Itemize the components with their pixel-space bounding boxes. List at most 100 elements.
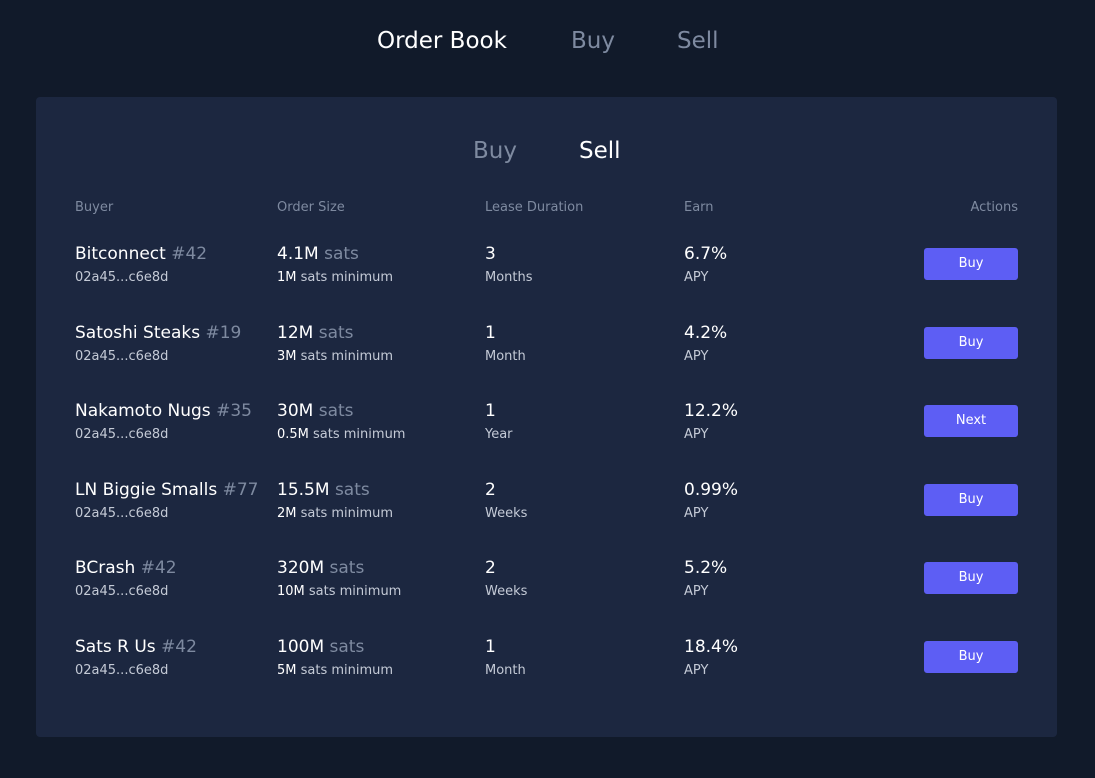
order-size-cell: 15.5M sats 2M sats minimum xyxy=(277,479,393,523)
earn-label: APY xyxy=(684,349,709,364)
order-size-cell: 4.1M sats 1M sats minimum xyxy=(277,243,393,287)
column-header-actions: Actions xyxy=(970,200,1019,215)
buyer-number: #77 xyxy=(222,480,259,500)
earn-rate: 18.4% xyxy=(684,637,739,657)
earn-rate: 6.7% xyxy=(684,244,728,264)
buyer-name: Satoshi Steaks xyxy=(75,323,201,343)
duration-unit: Month xyxy=(485,663,526,678)
minimum-amount: 1M xyxy=(277,270,297,285)
minimum-label: sats minimum xyxy=(300,506,394,521)
duration-value: 3 xyxy=(485,244,496,264)
minimum-label: sats minimum xyxy=(300,663,394,678)
next-button[interactable]: Next xyxy=(924,405,1018,437)
top-navigation: Order Book Buy Sell xyxy=(0,0,1095,84)
order-size-unit: sats xyxy=(318,323,354,343)
order-book-panel: Buy Sell Buyer Order Size Lease Duration… xyxy=(36,97,1057,737)
table-row: Nakamoto Nugs #35 02a45...c6e8d 30M sats… xyxy=(36,400,1057,460)
order-size-value: 15.5M xyxy=(277,480,330,500)
column-header-order-size: Order Size xyxy=(277,200,345,215)
duration-value: 2 xyxy=(485,480,496,500)
buy-button[interactable]: Buy xyxy=(924,327,1018,359)
order-size-value: 12M xyxy=(277,323,314,343)
duration-unit: Year xyxy=(485,427,513,442)
minimum-amount: 10M xyxy=(277,584,305,599)
duration-value: 2 xyxy=(485,558,496,578)
lease-duration-cell: 3 Months xyxy=(485,243,533,287)
earn-rate: 4.2% xyxy=(684,323,728,343)
tab-buy[interactable]: Buy xyxy=(571,28,615,54)
order-size-cell: 30M sats 0.5M sats minimum xyxy=(277,400,405,444)
earn-rate: 0.99% xyxy=(684,480,739,500)
column-header-lease-duration: Lease Duration xyxy=(485,200,584,215)
earn-rate: 5.2% xyxy=(684,558,728,578)
buyer-cell: Bitconnect #42 02a45...c6e8d xyxy=(75,243,207,287)
duration-value: 1 xyxy=(485,637,496,657)
minimum-label: sats minimum xyxy=(300,349,394,364)
buyer-number: #42 xyxy=(140,558,177,578)
table-row: Sats R Us #42 02a45...c6e8d 100M sats 5M… xyxy=(36,636,1057,696)
tab-sell[interactable]: Sell xyxy=(677,28,719,54)
buyer-cell: Nakamoto Nugs #35 02a45...c6e8d xyxy=(75,400,252,444)
order-size-cell: 100M sats 5M sats minimum xyxy=(277,636,393,680)
buyer-number: #42 xyxy=(171,244,208,264)
earn-cell: 6.7% APY xyxy=(684,243,727,287)
duration-unit: Month xyxy=(485,349,526,364)
duration-value: 1 xyxy=(485,323,496,343)
subtab-sell[interactable]: Sell xyxy=(579,138,621,164)
duration-unit: Weeks xyxy=(485,506,528,521)
table-row: LN Biggie Smalls #77 02a45...c6e8d 15.5M… xyxy=(36,479,1057,539)
earn-label: APY xyxy=(684,427,709,442)
lease-duration-cell: 1 Month xyxy=(485,636,526,680)
lease-duration-cell: 2 Weeks xyxy=(485,479,527,523)
table-row: Satoshi Steaks #19 02a45...c6e8d 12M sat… xyxy=(36,322,1057,382)
buy-button[interactable]: Buy xyxy=(924,484,1018,516)
lease-duration-cell: 1 Year xyxy=(485,400,513,444)
tab-order-book[interactable]: Order Book xyxy=(377,28,507,54)
order-size-value: 30M xyxy=(277,401,314,421)
minimum-amount: 3M xyxy=(277,349,297,364)
column-header-earn: Earn xyxy=(684,200,714,215)
order-size-unit: sats xyxy=(329,558,365,578)
minimum-label: sats minimum xyxy=(313,427,406,442)
order-size-value: 4.1M xyxy=(277,244,319,264)
lease-duration-cell: 1 Month xyxy=(485,322,526,366)
earn-label: APY xyxy=(684,663,709,678)
buy-button[interactable]: Buy xyxy=(924,562,1018,594)
column-header-buyer: Buyer xyxy=(75,200,114,215)
minimum-label: sats minimum xyxy=(308,584,402,599)
table-row: Bitconnect #42 02a45...c6e8d 4.1M sats 1… xyxy=(36,243,1057,303)
minimum-label: sats minimum xyxy=(300,270,394,285)
duration-unit: Weeks xyxy=(485,584,528,599)
buyer-number: #19 xyxy=(205,323,242,343)
earn-label: APY xyxy=(684,270,709,285)
buy-button[interactable]: Buy xyxy=(924,641,1018,673)
duration-unit: Months xyxy=(485,270,533,285)
earn-cell: 12.2% APY xyxy=(684,400,738,444)
order-size-unit: sats xyxy=(324,244,359,264)
buyer-cell: Sats R Us #42 02a45...c6e8d xyxy=(75,636,197,680)
buyer-cell: Satoshi Steaks #19 02a45...c6e8d xyxy=(75,322,241,366)
earn-cell: 18.4% APY xyxy=(684,636,738,680)
minimum-amount: 0.5M xyxy=(277,427,309,442)
buyer-name: Sats R Us xyxy=(75,637,156,657)
buyer-node-id: 02a45...c6e8d xyxy=(75,506,169,521)
earn-label: APY xyxy=(684,506,709,521)
buyer-cell: LN Biggie Smalls #77 02a45...c6e8d xyxy=(75,479,259,523)
buyer-cell: BCrash #42 02a45...c6e8d xyxy=(75,557,177,601)
lease-duration-cell: 2 Weeks xyxy=(485,557,527,601)
buyer-name: BCrash xyxy=(75,558,136,578)
subtab-buy[interactable]: Buy xyxy=(473,138,517,164)
buyer-node-id: 02a45...c6e8d xyxy=(75,584,169,599)
buy-button[interactable]: Buy xyxy=(924,248,1018,280)
buyer-node-id: 02a45...c6e8d xyxy=(75,270,169,285)
buyer-name: LN Biggie Smalls xyxy=(75,480,218,500)
buyer-node-id: 02a45...c6e8d xyxy=(75,349,169,364)
minimum-amount: 2M xyxy=(277,506,297,521)
buyer-node-id: 02a45...c6e8d xyxy=(75,663,169,678)
buyer-node-id: 02a45...c6e8d xyxy=(75,427,169,442)
buyer-number: #42 xyxy=(161,637,197,657)
earn-rate: 12.2% xyxy=(684,401,739,421)
earn-label: APY xyxy=(684,584,709,599)
order-size-cell: 320M sats 10M sats minimum xyxy=(277,557,401,601)
table-row: BCrash #42 02a45...c6e8d 320M sats 10M s… xyxy=(36,557,1057,617)
